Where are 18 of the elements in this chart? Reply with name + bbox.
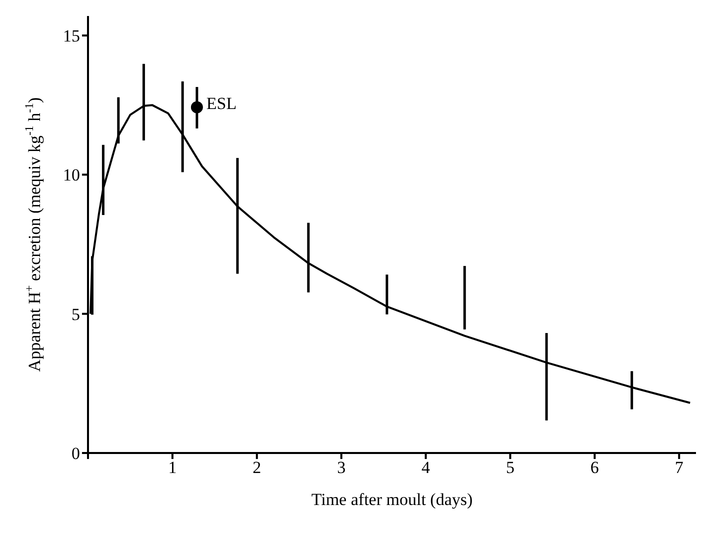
x-tick-label: 3 bbox=[337, 458, 346, 478]
x-tick-label: 1 bbox=[168, 458, 177, 478]
bar bbox=[236, 158, 239, 274]
x-axis-title: Time after moult (days) bbox=[311, 490, 473, 509]
x-tick-label: 7 bbox=[674, 458, 684, 478]
bar bbox=[102, 144, 104, 216]
bar bbox=[386, 274, 388, 314]
bar bbox=[307, 222, 310, 292]
y-tick-label: 5 bbox=[72, 304, 80, 324]
x-tick-label: 2 bbox=[252, 458, 262, 478]
x-tick-label: 5 bbox=[506, 458, 514, 478]
y-tick-label: 15 bbox=[63, 26, 80, 46]
x-tick-label: 4 bbox=[422, 458, 431, 478]
y-tick-label: 0 bbox=[72, 444, 80, 464]
y-tick-label: 10 bbox=[63, 166, 80, 185]
bar bbox=[463, 266, 466, 330]
series-label: ESL bbox=[206, 94, 237, 113]
x-tick-label: 6 bbox=[590, 458, 599, 478]
